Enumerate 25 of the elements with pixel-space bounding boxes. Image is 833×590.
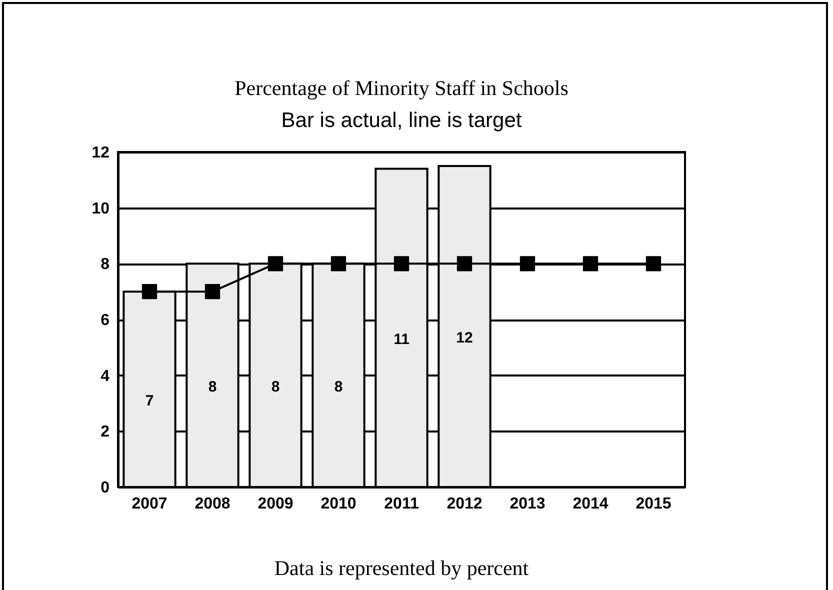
y-tick-label: 10: [92, 200, 110, 218]
data-label: 7: [145, 392, 154, 410]
y-tick-label: 8: [100, 256, 110, 274]
text: Data is represented by percent: [273, 555, 530, 581]
y-tick-label: 0: [100, 480, 110, 496]
x-tick-label: 2014: [572, 496, 608, 512]
y-tick-label: 6: [100, 312, 110, 329]
data-label: 11: [394, 330, 410, 348]
data-label: 8: [334, 378, 343, 396]
x-tick-label: 2011: [384, 496, 419, 512]
x-tick-label: 2008: [194, 496, 230, 512]
data-label: 8: [208, 378, 217, 396]
x-tick-label: 2015: [636, 496, 672, 512]
x-tick-label: 2009: [258, 496, 294, 512]
x-tick-label: 2010: [320, 496, 356, 512]
y-tick-label: 12: [92, 144, 110, 162]
x-tick-label: 2007: [132, 496, 168, 512]
x-tick-label: 2012: [446, 496, 482, 512]
y-tick-label: 2: [100, 424, 110, 441]
data-label: 12: [456, 329, 473, 346]
chart-subtitle: Bar is actual, line is target: [281, 109, 522, 132]
chart-title: Percentage of Minority Staff in Schools: [234, 76, 568, 100]
data-label: 8: [271, 378, 280, 396]
x-tick-label: 2013: [510, 496, 546, 512]
y-tick-label: 4: [100, 368, 110, 385]
